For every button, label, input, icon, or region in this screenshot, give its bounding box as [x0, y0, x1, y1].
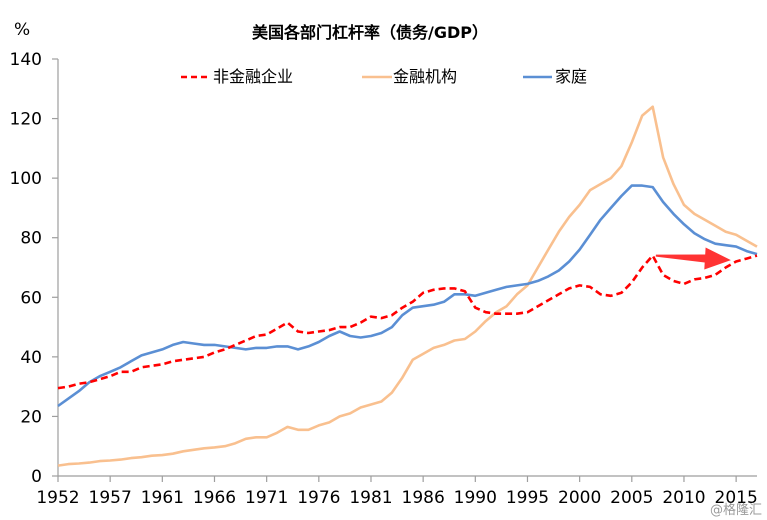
x-tick-label: 1961 — [141, 488, 184, 508]
axes: 0 20 40 60 80 100 120 140 1952 1957 1961 1966 1971 19… — [10, 50, 758, 508]
y-tick-label: 60 — [20, 288, 42, 308]
annotations — [655, 247, 731, 270]
series-line-nonfinancial-corp — [57, 254, 758, 390]
x-tick-label: 1952 — [36, 488, 79, 508]
x-tick-label: 2010 — [662, 488, 705, 508]
y-axis-unit: % — [14, 20, 30, 40]
x-tick-label: 1976 — [297, 488, 340, 508]
legend-item-financial-inst: 金融机构 — [362, 67, 457, 86]
y-tick-label: 140 — [10, 50, 42, 70]
x-tick-label: 1986 — [402, 488, 445, 508]
x-tick-label: 2000 — [558, 488, 601, 508]
series-line-household — [57, 184, 758, 408]
legend-item-nonfinancial-corp: 非金融企业 — [181, 67, 293, 86]
series-group — [57, 105, 758, 467]
y-tick-label: 80 — [20, 229, 42, 249]
x-tick-label: 2005 — [610, 488, 653, 508]
legend-label-nonfinancial-corp: 非金融企业 — [213, 67, 293, 86]
legend: 非金融企业 金融机构 家庭 — [181, 67, 587, 86]
series-line-financial-inst — [57, 105, 758, 467]
legend-label-household: 家庭 — [555, 67, 587, 86]
y-tick-label: 100 — [10, 169, 42, 189]
trend-arrow-annotation — [655, 247, 731, 270]
legend-label-financial-inst: 金融机构 — [393, 67, 457, 86]
x-tick-label: 1981 — [349, 488, 392, 508]
x-tick-label: 1957 — [89, 488, 132, 508]
x-tick-label: 1995 — [506, 488, 549, 508]
x-tick-label: 1990 — [454, 488, 497, 508]
chart-title: 美国各部门杠杆率（债务/GDP） — [252, 23, 488, 42]
y-tick-label: 120 — [10, 110, 42, 130]
watermark: @格隆汇 — [710, 502, 762, 518]
x-tick-label: 2015 — [715, 488, 758, 508]
y-tick-label: 20 — [20, 407, 42, 427]
x-tick-label: 1971 — [245, 488, 288, 508]
y-tick-label: 40 — [20, 348, 42, 368]
legend-item-household: 家庭 — [523, 67, 587, 86]
x-tick-label: 1966 — [193, 488, 236, 508]
y-tick-label: 0 — [31, 467, 42, 487]
